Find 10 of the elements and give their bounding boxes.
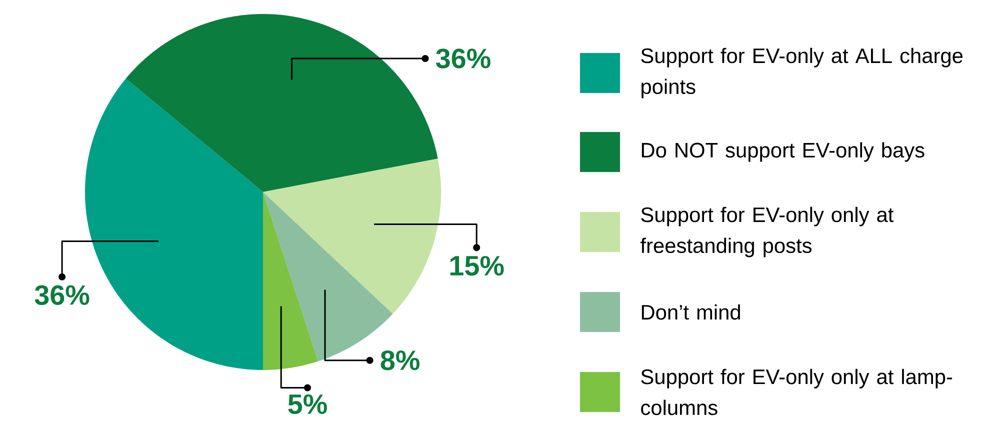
- legend-label: Support for EV-only at ALL charge points: [641, 48, 963, 98]
- legend-label: Support for EV-only only at freestanding posts: [640, 206, 894, 258]
- legend-label: Support for EV-only only at lamp-columns: [641, 368, 952, 416]
- legend-label: Do NOT support EV-only bays: [642, 142, 924, 162]
- data-label: 5%: [288, 394, 327, 414]
- legend-label: Don’t mind: [642, 304, 740, 320]
- data-label: 36%: [34, 285, 90, 305]
- data-label: 36%: [436, 48, 490, 68]
- data-label: 15%: [450, 256, 504, 276]
- data-label: 8%: [380, 350, 420, 370]
